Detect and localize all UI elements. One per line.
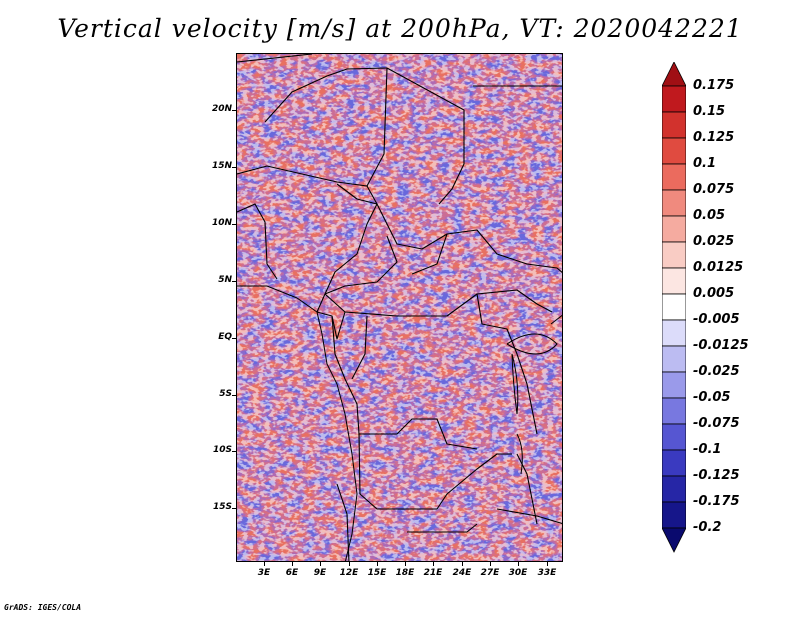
colorbar-level-label: 0.15	[693, 104, 726, 119]
latitude-label: 15S	[212, 502, 232, 512]
colorbar-segment	[662, 267, 686, 295]
colorbar-segment	[662, 449, 686, 477]
latitude-tick	[232, 224, 236, 225]
latitude-tick	[232, 281, 236, 282]
longitude-tick	[462, 562, 463, 566]
colorbar-segment	[662, 189, 686, 217]
latitude-tick	[232, 451, 236, 452]
colorbar	[662, 62, 686, 553]
colorbar-segment	[662, 423, 686, 451]
colorbar-level-label: -0.025	[693, 364, 740, 379]
latitude-tick	[232, 395, 236, 396]
longitude-label: 18E	[395, 568, 415, 578]
colorbar-level-label: -0.175	[693, 494, 740, 509]
longitude-label: 12E	[339, 568, 359, 578]
longitude-tick	[547, 562, 548, 566]
longitude-label: 6E	[285, 568, 299, 578]
colorbar-level-label: -0.2	[693, 520, 722, 535]
longitude-tick	[377, 562, 378, 566]
colorbar-level-label: 0.005	[693, 286, 735, 301]
colorbar-segment	[662, 163, 686, 191]
colorbar-level-label: -0.005	[693, 312, 740, 327]
colorbar-segment	[662, 215, 686, 243]
latitude-label: 10S	[212, 445, 232, 455]
colorbar-segment	[662, 501, 686, 529]
colorbar-level-label: -0.125	[693, 468, 740, 483]
latitude-tick	[232, 338, 236, 339]
latitude-tick	[232, 167, 236, 168]
longitude-label: 15E	[367, 568, 387, 578]
latitude-label: 10N	[211, 218, 232, 228]
colorbar-segment	[662, 371, 686, 399]
longitude-tick	[292, 562, 293, 566]
colorbar-segment	[662, 475, 686, 503]
latitude-label: EQ	[218, 332, 232, 342]
colorbar-level-label: -0.075	[693, 416, 740, 431]
longitude-tick	[405, 562, 406, 566]
latitude-tick	[232, 110, 236, 111]
longitude-label: 3E	[257, 568, 271, 578]
latitude-label: 20N	[211, 104, 232, 114]
colorbar-segment	[662, 345, 686, 373]
colorbar-segment	[662, 137, 686, 165]
map-panel	[236, 53, 563, 562]
longitude-label: 21E	[423, 568, 443, 578]
colorbar-segment	[662, 241, 686, 269]
country-borders	[237, 54, 562, 561]
latitude-label: 15N	[211, 161, 232, 171]
longitude-tick	[490, 562, 491, 566]
vertical-velocity-field	[237, 54, 562, 561]
longitude-tick	[518, 562, 519, 566]
longitude-label: 33E	[537, 568, 557, 578]
colorbar-segment	[662, 293, 686, 321]
colorbar-segment	[662, 85, 686, 113]
colorbar-segment	[662, 111, 686, 139]
longitude-tick	[320, 562, 321, 566]
longitude-tick	[349, 562, 350, 566]
longitude-label: 30E	[508, 568, 528, 578]
colorbar-level-label: 0.0125	[693, 260, 744, 275]
colorbar-segment	[662, 397, 686, 425]
latitude-label: 5S	[219, 389, 232, 399]
longitude-tick	[433, 562, 434, 566]
latitude-label: 5N	[218, 275, 232, 285]
colorbar-level-label: -0.1	[693, 442, 722, 457]
colorbar-level-label: -0.05	[693, 390, 731, 405]
colorbar-level-label: 0.075	[693, 182, 735, 197]
longitude-tick	[264, 562, 265, 566]
colorbar-level-label: 0.125	[693, 130, 735, 145]
colorbar-bottom-extension	[662, 527, 686, 553]
plot-title: Vertical velocity [m/s] at 200hPa, VT: 2…	[57, 14, 743, 43]
latitude-tick	[232, 508, 236, 509]
colorbar-level-label: -0.0125	[693, 338, 749, 353]
colorbar-segment	[662, 319, 686, 347]
colorbar-level-label: 0.025	[693, 234, 735, 249]
colorbar-top-extension	[662, 62, 686, 87]
coastline-and-lakes	[237, 285, 562, 561]
longitude-label: 9E	[313, 568, 327, 578]
colorbar-level-label: 0.1	[693, 156, 717, 171]
longitude-label: 27E	[480, 568, 500, 578]
colorbar-level-label: 0.05	[693, 208, 726, 223]
colorbar-level-label: 0.175	[693, 78, 735, 93]
grads-credit: GrADS: IGES/COLA	[4, 603, 82, 612]
longitude-label: 24E	[452, 568, 472, 578]
